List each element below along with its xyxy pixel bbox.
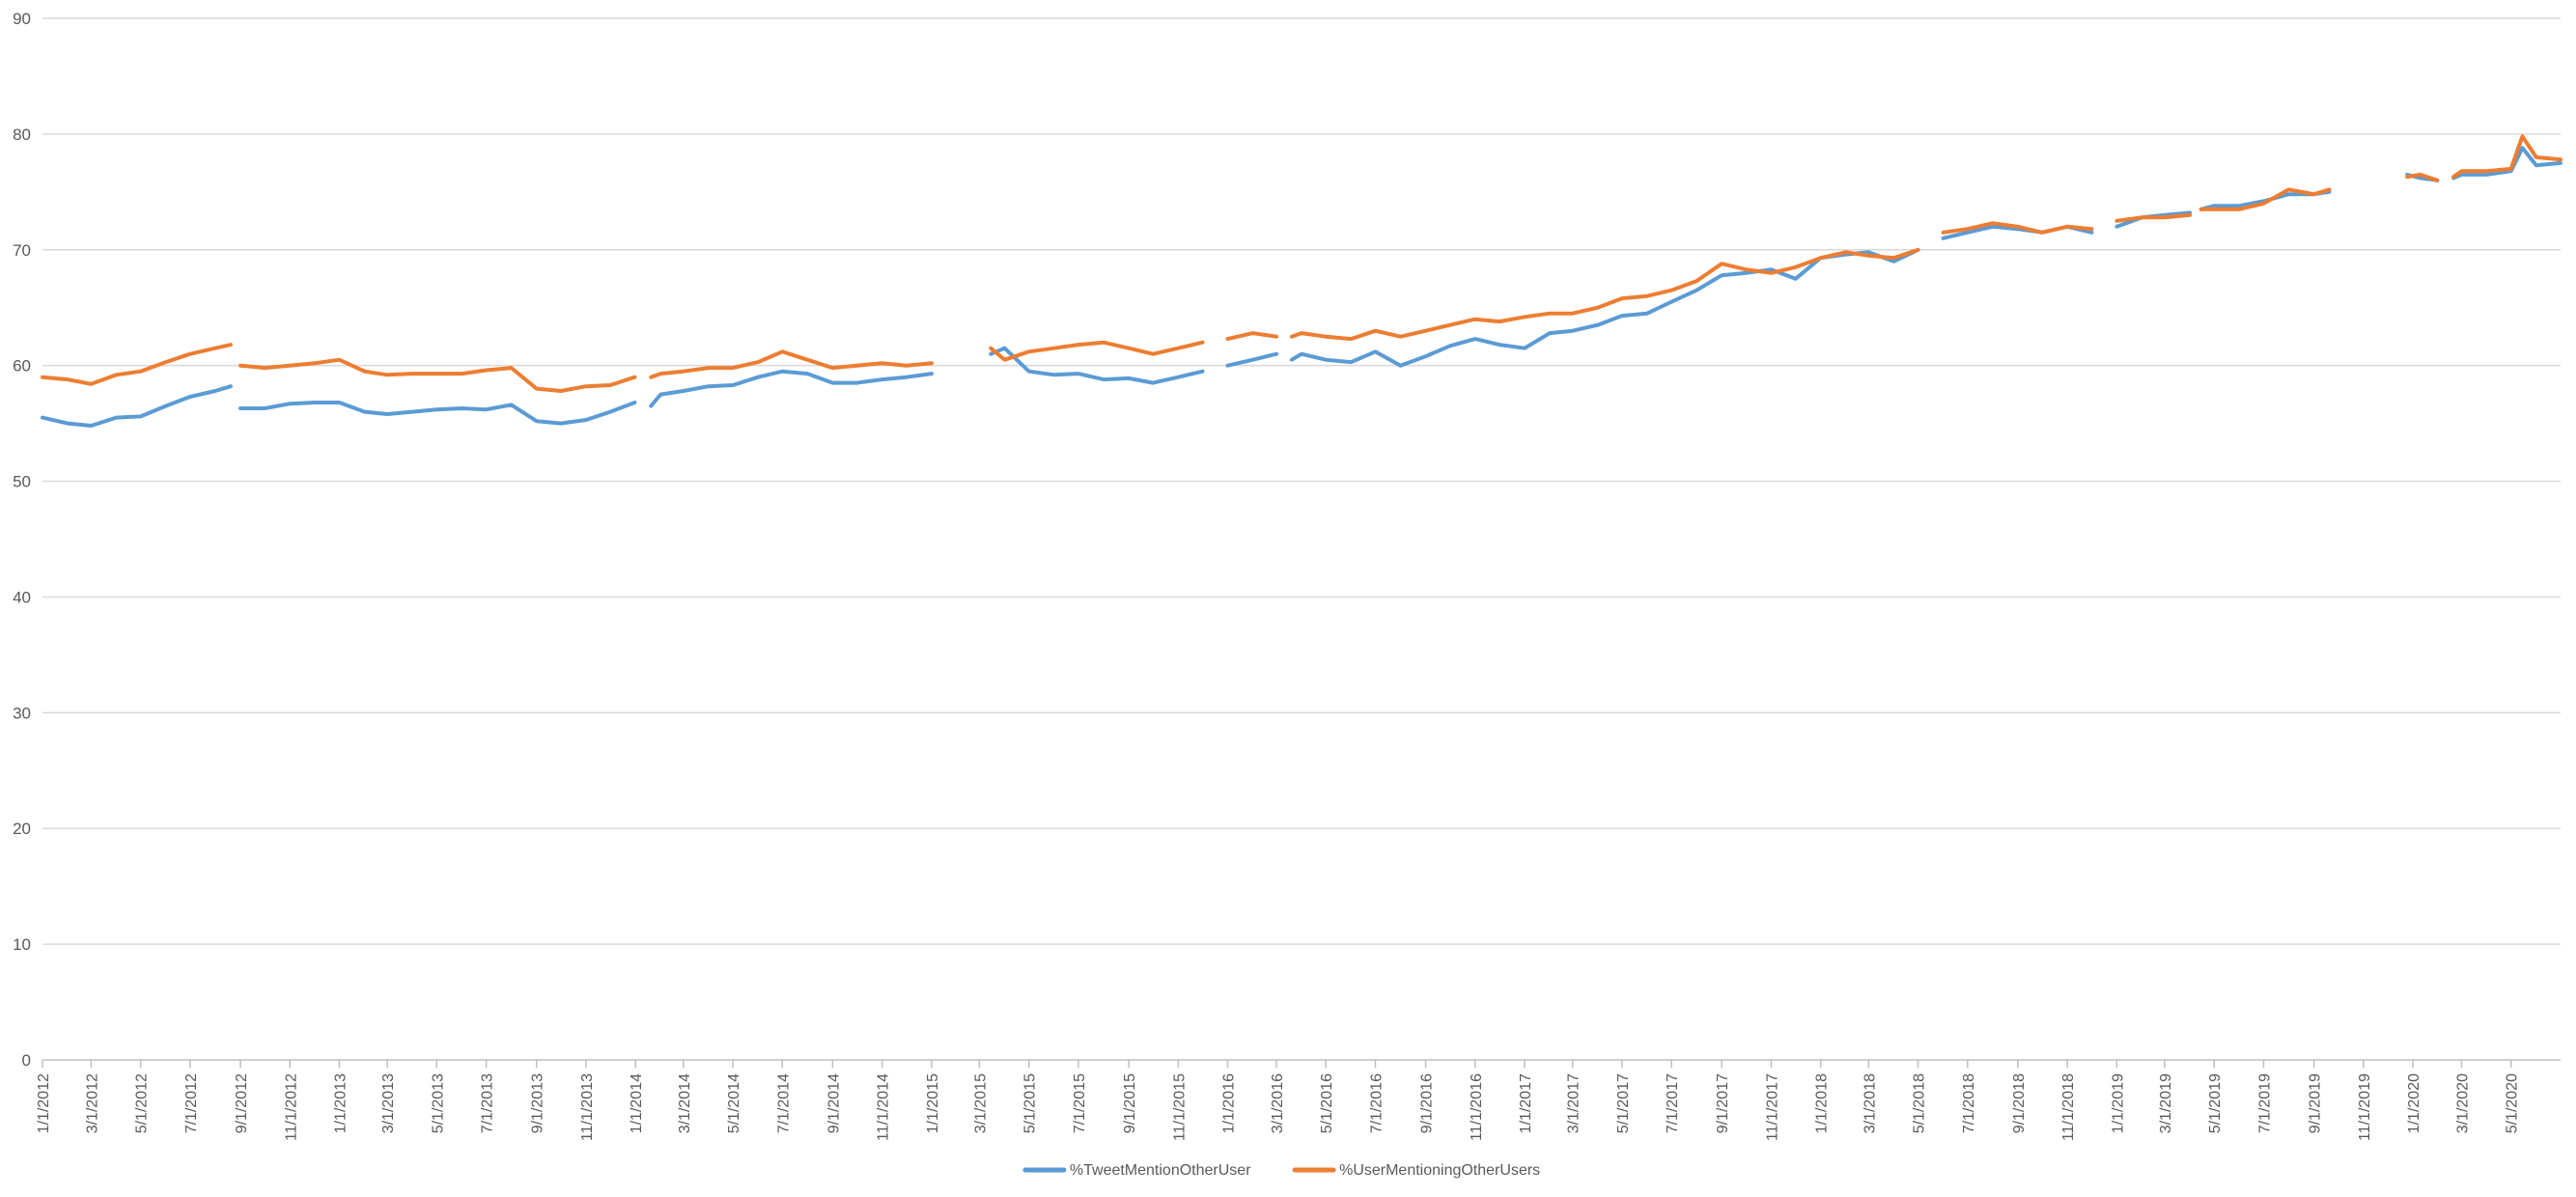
series-lines	[41, 134, 2562, 428]
x-tick-label: 9/1/2017	[1715, 1073, 1731, 1133]
x-tick-label: 1/1/2015	[925, 1073, 941, 1133]
x-tick-label: 3/1/2012	[84, 1073, 100, 1133]
x-tick-label: 3/1/2016	[1270, 1073, 1286, 1133]
y-tick-label: 60	[13, 357, 31, 376]
x-tick-label: 9/1/2019	[2308, 1073, 2324, 1133]
x-tick-label: 7/1/2012	[183, 1073, 200, 1133]
x-tick-label: 9/1/2012	[234, 1073, 250, 1133]
x-tick-label: 1/1/2016	[1221, 1073, 1238, 1133]
series-line-1	[41, 146, 2562, 428]
y-tick-label: 0	[22, 1051, 31, 1070]
x-tick-label: 3/1/2015	[972, 1073, 989, 1133]
x-tick-label: 5/1/2017	[1615, 1073, 1632, 1133]
legend: %TweetMentionOtherUser %UserMentioningOth…	[1022, 1162, 1540, 1179]
x-tick-label: 3/1/2020	[2454, 1073, 2471, 1133]
x-tick-label: 3/1/2018	[1862, 1073, 1878, 1133]
y-tick-label: 80	[13, 125, 31, 144]
x-tick-label: 1/1/2018	[1814, 1073, 1831, 1133]
x-tick-label: 9/1/2018	[2011, 1073, 2028, 1133]
x-tick-label: 9/1/2016	[1419, 1073, 1436, 1133]
x-tick-label: 3/1/2014	[677, 1073, 693, 1133]
x-tick-label: 9/1/2013	[530, 1073, 546, 1133]
y-tick-label: 30	[13, 704, 31, 722]
x-tick-label: 5/1/2019	[2207, 1073, 2224, 1133]
x-tick-label: 11/1/2018	[2060, 1073, 2077, 1141]
x-tick-label: 7/1/2013	[480, 1073, 496, 1133]
x-tick-label: 5/1/2020	[2505, 1073, 2521, 1133]
x-tick-label: 9/1/2015	[1122, 1073, 1138, 1133]
x-tick-label: 11/1/2017	[1764, 1073, 1780, 1141]
y-tick-label: 50	[13, 473, 31, 491]
x-tick-label: 11/1/2012	[283, 1073, 299, 1141]
x-tick-label: 5/1/2015	[1022, 1073, 1039, 1133]
x-tick-label: 5/1/2012	[134, 1073, 151, 1133]
x-axis: 1/1/2012 3/1/2012 5/1/2012 7/1/2012 9/1/2012…	[36, 1059, 2561, 1141]
x-tick-label: 1/1/2017	[1518, 1073, 1534, 1133]
x-tick-label: 5/1/2018	[1912, 1073, 1928, 1133]
x-tick-label: 7/1/2017	[1665, 1073, 1681, 1133]
y-tick-label: 90	[13, 10, 31, 28]
x-tick-label: 5/1/2013	[430, 1073, 446, 1133]
x-tick-label: 7/1/2016	[1368, 1073, 1385, 1133]
x-tick-label: 1/1/2020	[2406, 1073, 2422, 1133]
y-tick-label: 70	[13, 241, 31, 260]
x-tick-label: 5/1/2014	[726, 1073, 742, 1133]
x-tick-label: 11/1/2014	[876, 1073, 892, 1141]
x-tick-label: 9/1/2014	[826, 1073, 842, 1133]
x-tick-label: 7/1/2019	[2256, 1073, 2273, 1133]
x-tick-label: 7/1/2014	[775, 1073, 792, 1133]
x-tick-label: 3/1/2019	[2158, 1073, 2174, 1133]
x-tick-label: 7/1/2015	[1072, 1073, 1088, 1133]
x-tick-label: 1/1/2014	[629, 1073, 645, 1133]
x-tick-label: 1/1/2013	[333, 1073, 350, 1133]
x-tick-label: 11/1/2019	[2357, 1073, 2373, 1141]
x-tick-label: 3/1/2017	[1566, 1073, 1582, 1133]
y-tick-label: 10	[13, 935, 31, 954]
y-tick-label: 20	[13, 820, 31, 838]
gridlines	[42, 17, 2561, 945]
x-tick-label: 11/1/2015	[1171, 1073, 1188, 1141]
x-tick-label: 3/1/2013	[380, 1073, 397, 1133]
x-tick-label: 5/1/2016	[1319, 1073, 1335, 1133]
x-tick-label: 1/1/2012	[36, 1073, 52, 1133]
y-tick-label: 40	[13, 588, 31, 606]
legend-label-1: %TweetMentionOtherUser	[1070, 1162, 1251, 1179]
x-tick-label: 11/1/2016	[1469, 1073, 1485, 1141]
x-tick-label: 1/1/2019	[2110, 1073, 2126, 1133]
series-line-2	[41, 134, 2562, 393]
y-axis: 0 10 20 30 40 50 60 70 80 90	[13, 10, 31, 1070]
x-tick-label: 11/1/2013	[579, 1073, 596, 1141]
legend-label-2: %UserMentioningOtherUsers	[1339, 1162, 1540, 1179]
x-tick-label: 7/1/2018	[1961, 1073, 1977, 1133]
